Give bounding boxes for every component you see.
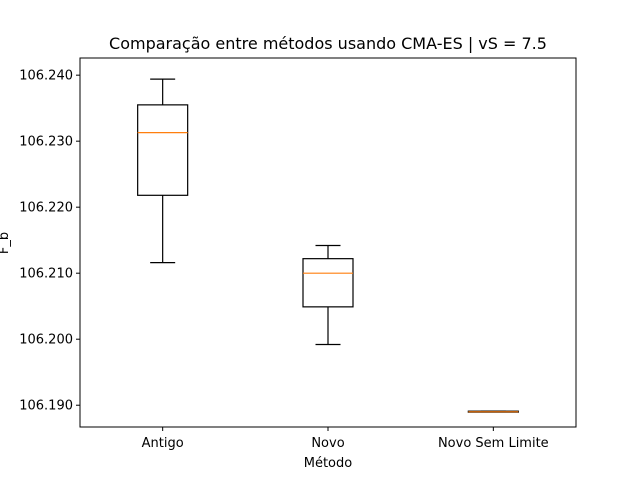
y-axis-label: F_b (0, 232, 12, 254)
x-tick-label: Novo Sem Limite (438, 436, 549, 451)
axis-ticks: 106.190 106.200 106.210 106.220 106.230 106.2… (19, 69, 548, 451)
x-tick-label: Novo (311, 436, 344, 451)
y-tick-label: 106.220 (19, 201, 73, 216)
y-tick-label: 106.210 (19, 267, 73, 282)
boxes-layer (137, 78, 519, 413)
y-tick-label: 106.240 (19, 69, 73, 84)
y-tick-label: 106.230 (19, 135, 73, 150)
y-tick-label: 106.190 (19, 399, 73, 414)
box-iqr (137, 104, 189, 196)
box-group (467, 410, 519, 413)
y-tick-label: 106.200 (19, 333, 73, 348)
box-group (302, 244, 354, 346)
x-axis-label: Método (304, 456, 353, 471)
x-tick-label: Antigo (142, 436, 184, 451)
box-group (137, 78, 189, 264)
axes-frame (79, 57, 577, 428)
box-iqr (302, 258, 354, 308)
chart-title: Comparação entre métodos usando CMA-ES |… (109, 34, 547, 53)
